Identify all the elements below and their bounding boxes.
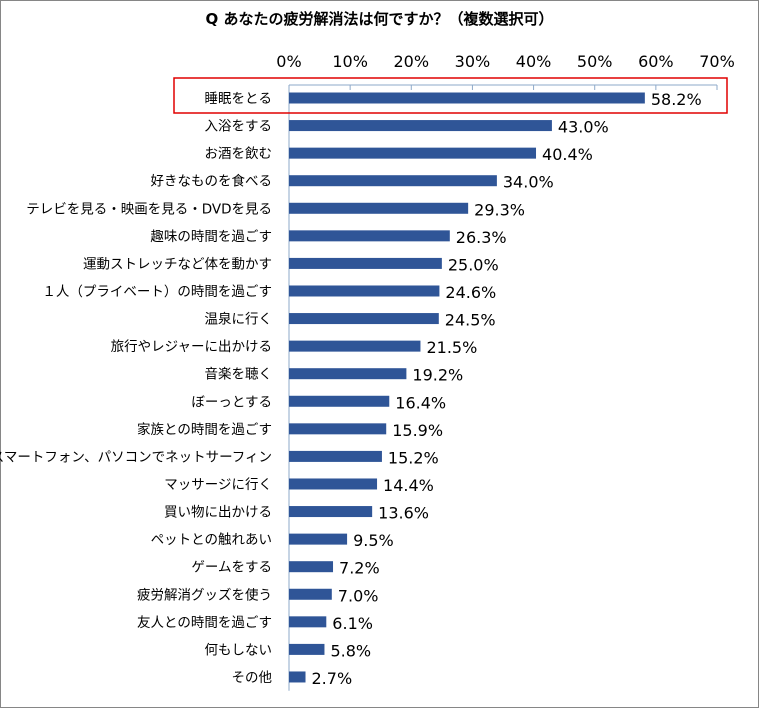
data-label: 2.7% [312, 669, 353, 688]
data-label: 21.5% [426, 338, 477, 357]
category-label: ペットとの触れあい [151, 532, 272, 548]
bar [289, 202, 469, 214]
data-label: 29.3% [474, 200, 525, 219]
category-label: マッサージに行く [164, 477, 272, 493]
data-label: 13.6% [378, 504, 429, 523]
data-label: 26.3% [456, 228, 507, 247]
category-label: 好きなものを食べる [151, 173, 273, 190]
category-label: 友人との時間を過ごす [137, 615, 272, 631]
category-label: 入浴をする [205, 119, 273, 135]
category-label: 音楽を聴く [205, 366, 273, 383]
x-tick-label: 50% [577, 52, 613, 71]
category-label: 睡眠をとる [205, 91, 273, 107]
x-tick-label: 30% [455, 52, 491, 71]
data-label: 25.0% [448, 255, 499, 274]
bar [289, 643, 325, 655]
bar [289, 506, 373, 518]
category-label: 何もしない [205, 642, 273, 658]
bar [289, 285, 440, 297]
data-label: 15.9% [392, 421, 443, 440]
data-label: 40.4% [542, 145, 593, 164]
bar [289, 340, 421, 352]
category-label: １人（プライベート）の時間を過ごす [42, 284, 272, 300]
bar [289, 478, 378, 490]
data-label: 5.8% [330, 641, 371, 660]
data-label: 24.5% [445, 311, 496, 330]
x-tick-label: 40% [516, 52, 552, 71]
bar [289, 561, 334, 573]
data-label: 7.0% [338, 586, 379, 605]
category-label: ゲームをする [191, 560, 272, 576]
x-tick-label: 10% [332, 52, 368, 71]
data-label: 19.2% [412, 366, 463, 385]
category-label: テレビを見る・映画を見る・DVDを見る [26, 201, 272, 217]
category-label: 温泉に行く [205, 311, 273, 328]
data-label: 58.2% [651, 90, 702, 109]
bar [289, 533, 348, 545]
category-label: ぼーっとする [191, 394, 272, 410]
x-tick-label: 70% [699, 52, 735, 71]
data-label: 6.1% [332, 614, 373, 633]
data-label: 43.0% [558, 118, 609, 137]
bar [289, 450, 382, 462]
data-label: 15.2% [388, 448, 439, 467]
bar [289, 423, 387, 435]
data-label: 9.5% [353, 531, 394, 550]
bar [289, 175, 497, 187]
data-label: 16.4% [395, 393, 446, 412]
bar [289, 313, 439, 325]
x-tick-label: 20% [394, 52, 430, 71]
bar [289, 257, 442, 269]
bar [289, 671, 306, 683]
x-tick-label: 60% [638, 52, 674, 71]
x-tick-label: 0% [276, 52, 301, 71]
data-label: 34.0% [503, 173, 554, 192]
category-label: 買い物に出かける [164, 505, 272, 521]
category-label: その他 [232, 670, 273, 686]
category-label: 疲労解消グッズを使う [137, 586, 272, 603]
category-label: 旅行やレジャーに出かける [111, 339, 272, 355]
category-label: お酒を飲む [205, 146, 273, 162]
bar [289, 368, 407, 380]
data-label: 7.2% [339, 559, 380, 578]
category-label: 運動ストレッチなど体を動かす [83, 256, 272, 272]
bar [289, 120, 552, 132]
category-label: 趣味の時間を過ごす [150, 229, 272, 245]
category-label: 家族との時間を過ごす [137, 421, 272, 438]
bar [289, 92, 645, 104]
data-label: 14.4% [383, 476, 434, 495]
bar [289, 147, 537, 159]
bar [289, 230, 450, 242]
category-label: スマートフォン、パソコンでネットサーフィン [0, 449, 272, 465]
bar [289, 588, 332, 600]
chart-title: Q あなたの疲労解消法は何ですか？（複数選択可） [205, 10, 554, 28]
bar [289, 616, 327, 628]
highlight-box [173, 77, 728, 114]
data-label: 24.6% [445, 283, 496, 302]
bar [289, 395, 390, 407]
